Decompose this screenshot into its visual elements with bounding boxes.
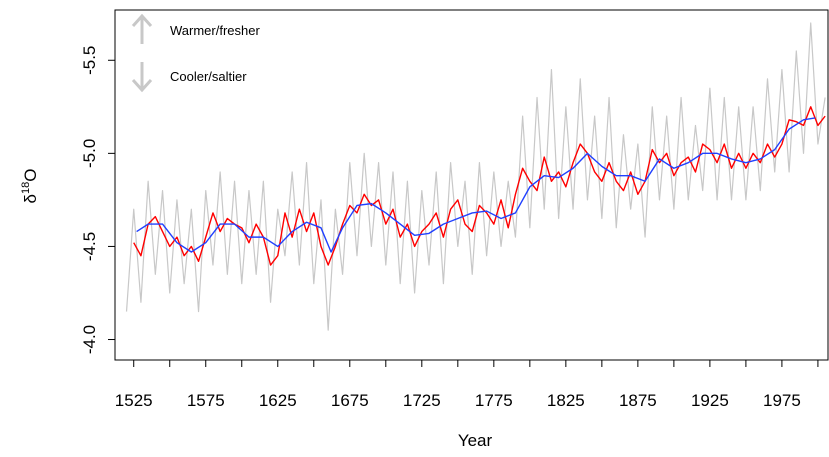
y-axis-title: δ18O [20, 169, 40, 204]
annotation: Cooler/saltier [170, 69, 247, 84]
x-tick-label: 1525 [115, 391, 153, 410]
y-tick-label: -4.5 [80, 232, 99, 261]
x-tick-label: 1675 [331, 391, 369, 410]
up-arrow [131, 13, 153, 44]
annotation: Warmer/fresher [170, 23, 260, 38]
y-tick-label: -5.0 [80, 139, 99, 168]
series-line [136, 117, 816, 253]
annotations: Warmer/fresher Cooler/saltier [131, 13, 260, 93]
plot-frame [114, 9, 829, 361]
x-tick-label: 1925 [691, 391, 729, 410]
y-title-tail: O [21, 169, 40, 182]
y-tick-label: -5.5 [80, 46, 99, 75]
down-arrow [131, 62, 153, 93]
x-tick-label: 1575 [187, 391, 225, 410]
x-tick-label: 1725 [403, 391, 441, 410]
x-tick-label: 1625 [259, 391, 297, 410]
x-tick-label: 1775 [475, 391, 513, 410]
x-tick-label: 1875 [619, 391, 657, 410]
y-title-base: δ [21, 194, 40, 203]
y-title-sup: 18 [20, 182, 32, 194]
y-tick-label: -4.0 [80, 325, 99, 354]
series-line [133, 106, 826, 266]
x-tick-label: 1975 [763, 391, 801, 410]
x-axis-title: Year [458, 431, 493, 450]
x-tick-label: 1825 [547, 391, 585, 410]
